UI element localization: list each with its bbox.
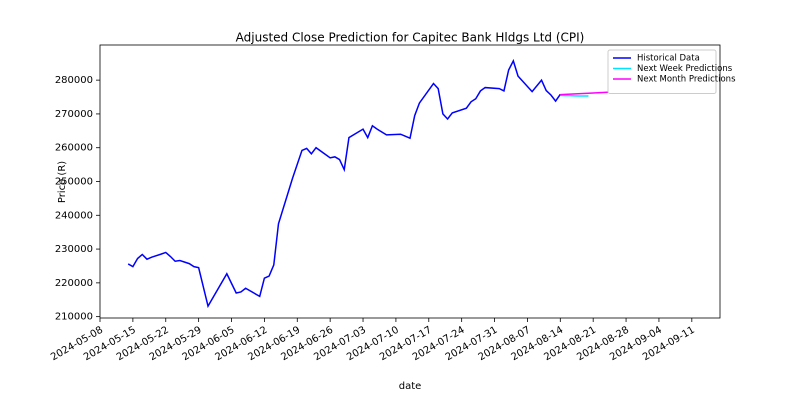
legend-label: Next Month Predictions	[637, 75, 736, 85]
y-axis-label: Price (R)	[57, 161, 68, 203]
y-tick-label: 230000	[55, 244, 93, 255]
x-axis-label: date	[399, 381, 422, 392]
legend-label: Next Week Predictions	[637, 64, 733, 74]
legend-label: Historical Data	[637, 54, 700, 64]
series-line	[560, 94, 589, 97]
chart-title: Adjusted Close Prediction for Capitec Ba…	[236, 31, 585, 45]
y-tick-label: 250000	[55, 177, 93, 188]
y-tick-label: 260000	[55, 143, 93, 154]
y-tick-label: 220000	[55, 278, 93, 289]
y-tick-label: 280000	[55, 75, 93, 86]
legend-box	[607, 49, 717, 94]
series-line	[127, 58, 561, 309]
y-tick-label: 270000	[55, 109, 93, 120]
y-tick-label: 210000	[55, 312, 93, 323]
y-tick-label: 240000	[55, 210, 93, 221]
